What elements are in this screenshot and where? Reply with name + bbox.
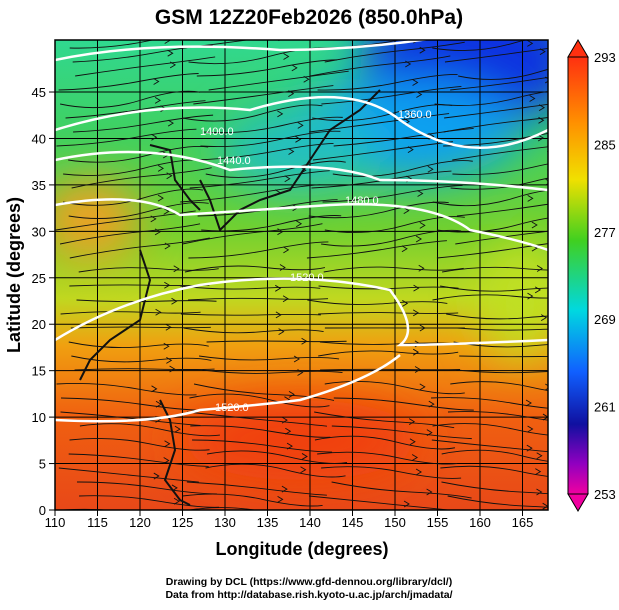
colorbar-scale (568, 57, 588, 494)
streamline-arrow (554, 353, 559, 359)
contour-label: 1400.0 (200, 126, 234, 138)
streamline-arrow (285, 510, 290, 516)
streamline-arrow (550, 230, 555, 236)
y-tick-label: 15 (32, 364, 46, 379)
x-tick-label: 145 (342, 515, 364, 530)
x-axis-label: Longitude (degrees) (215, 539, 388, 559)
y-tick-label: 0 (39, 503, 46, 518)
y-tick-label: 40 (32, 131, 46, 146)
y-tick-label: 10 (32, 410, 46, 425)
y-tick-label: 25 (32, 271, 46, 286)
footer-credit-data: Data from http://database.rish.kyoto-u.a… (165, 589, 452, 601)
x-axis-ticks: 110 115 120 125 130 135 140 145 150 155 160 165 (45, 510, 534, 530)
y-tick-label: 45 (32, 85, 46, 100)
y-tick-label: 30 (32, 224, 46, 239)
streamline-arrow (549, 343, 554, 349)
x-tick-label: 150 (384, 515, 406, 530)
x-tick-label: 130 (214, 515, 236, 530)
x-tick-label: 140 (299, 515, 321, 530)
colorbar-tick-label: 253 (594, 487, 616, 502)
colorbar-tick-label: 285 (594, 137, 616, 152)
footer-credit-drawing: Drawing by DCL (https://www.gfd-dennou.o… (166, 576, 452, 588)
y-axis-label: Latitude (degrees) (4, 197, 24, 353)
x-tick-label: 160 (469, 515, 491, 530)
x-tick-label: 125 (172, 515, 194, 530)
colorbar-tick-label: 293 (594, 50, 616, 65)
x-tick-label: 120 (129, 515, 151, 530)
x-tick-label: 135 (257, 515, 279, 530)
y-tick-label: 5 (39, 457, 46, 472)
contour-label: 1520.0 (215, 402, 249, 414)
colorbar-lower-arrow (568, 494, 588, 511)
contour-label: 1480.0 (345, 195, 379, 207)
y-tick-label: 20 (32, 317, 46, 332)
y-axis-ticks: 0 5 10 15 20 25 30 35 40 45 (32, 85, 55, 518)
x-tick-label: 155 (427, 515, 449, 530)
colorbar-tick-label: 269 (594, 312, 616, 327)
streamline-arrow (552, 327, 557, 333)
plot-area: 1360.0 1400.0 1440.0 1480.0 1520.0 1520.… (40, 0, 599, 524)
streamline-arrow (551, 369, 556, 375)
contour-label: 1440.0 (217, 155, 251, 167)
x-tick-label: 115 (87, 515, 108, 530)
streamline-arrow (552, 203, 557, 209)
chart-title: GSM 12Z20Feb2026 (850.0hPa) (155, 6, 463, 29)
colorbar-tick-label: 277 (594, 225, 616, 240)
contour-label: 1360.0 (398, 109, 432, 121)
streamline-arrow (158, 512, 163, 518)
x-tick-label: 110 (45, 515, 66, 530)
streamline-arrow (549, 515, 554, 521)
contour-label: 1520.0 (290, 272, 324, 284)
colorbar-tick-label: 261 (594, 400, 616, 415)
x-tick-label: 165 (512, 515, 534, 530)
colorbar: 293 285 277 269 261 253 (568, 40, 616, 511)
colorbar-upper-arrow (568, 40, 588, 57)
streamline-arrow (553, 69, 558, 75)
y-tick-label: 35 (32, 178, 46, 193)
